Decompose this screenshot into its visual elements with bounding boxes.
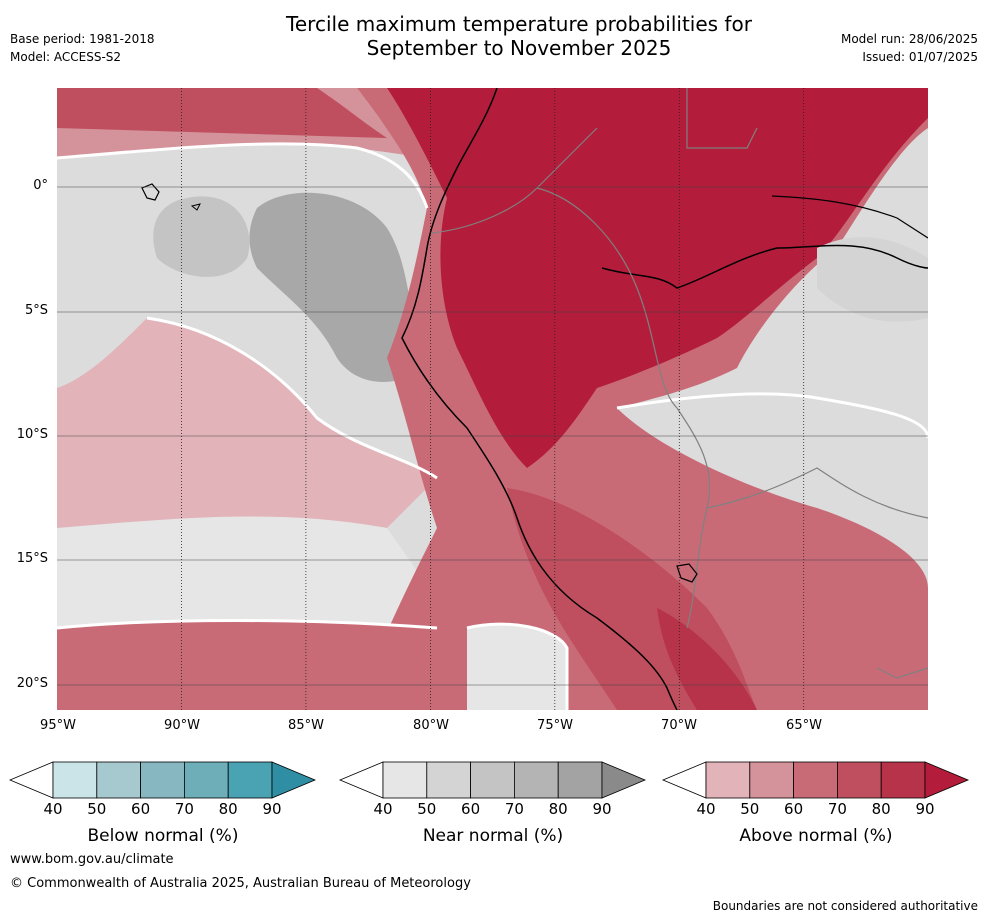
galapagos-islands [141,183,160,201]
below-normal-title: Below normal (%) [87,826,239,846]
near-normal-tick-60: 60 [461,800,481,818]
issued-label: Issued: 01/07/2025 [862,50,978,64]
above-normal-segment-4 [837,761,882,799]
tercile-boundary-1 [146,316,438,480]
above-normal-title: Above normal (%) [739,826,893,846]
model-label: Model: ACCESS-S2 [10,50,122,64]
lon-label-70w: 70°W [661,718,697,733]
below-normal-segment-5 [227,761,273,799]
copyright-notice: © Commonwealth of Australia 2025, Austra… [10,876,471,891]
lon-label-75w: 75°W [537,718,573,733]
northern-river [771,195,928,239]
above-normal-ocean-band [57,318,437,528]
lat-label-0: 0° [33,178,48,193]
website-link[interactable]: www.bom.gov.au/climate [10,852,174,867]
colorbar-above-normal [661,761,970,799]
border-south [876,667,928,679]
below-normal-extend-low [8,761,54,799]
near-normal-segment-5 [557,761,603,799]
above-normal-segment-5 [880,761,926,799]
near-normal-mid-patch [153,196,250,277]
above-normal-tick-40: 40 [696,800,716,818]
below-normal-tick-60: 60 [131,800,151,818]
below-normal-tick-90: 90 [262,800,282,818]
below-normal-segment-3 [140,761,185,799]
title-line-1: Tercile maximum temperature probabilitie… [286,12,752,36]
border-peru-bolivia [676,407,711,629]
tercile-boundary-5 [466,622,569,710]
base-period-label: Base period: 1981-2018 [10,32,155,46]
lon-label-95w: 95°W [40,718,76,733]
lon-label-85w: 85°W [288,718,324,733]
colorbar-below-normal [8,761,317,799]
colorbar-near-normal [338,761,647,799]
lon-label-90w: 90°W [164,718,200,733]
map-title: Tercile maximum temperature probabilitie… [200,12,838,60]
below-normal-tick-80: 80 [218,800,238,818]
near-normal-tick-90: 90 [592,800,612,818]
above-normal-extend-low [661,761,707,799]
tercile-boundary-3 [57,619,438,630]
near-normal-coastal-patch [467,624,567,710]
lat-label-5s: 5°S [24,303,48,318]
near-normal-tick-40: 40 [373,800,393,818]
lat-label-10s: 10°S [16,427,48,442]
near-normal-segment-3 [470,761,515,799]
lat-label-15s: 15°S [16,551,48,566]
parallels [57,186,928,686]
border-colombia [686,88,758,149]
near-normal-tick-70: 70 [504,800,524,818]
probability-map [57,88,928,710]
below-normal-segment-1 [52,761,98,799]
below-normal-tick-50: 50 [87,800,107,818]
above-normal-north-core [57,88,387,138]
near-normal-high-patch [249,192,427,382]
lake-titicaca [676,563,698,583]
near-normal-segment-1 [382,761,428,799]
model-run-label: Model run: 28/06/2025 [840,32,978,46]
above-normal-extend-high [924,761,970,799]
colorbars [8,761,970,799]
near-normal-tick-50: 50 [417,800,437,818]
below-normal-tick-40: 40 [43,800,63,818]
below-normal-segment-2 [96,761,142,799]
near-normal-extend-high [601,761,647,799]
above-normal-segment-1 [705,761,751,799]
near-normal-extend-low [338,761,384,799]
below-normal-tick-70: 70 [174,800,194,818]
above-normal-tick-80: 80 [871,800,891,818]
border-peru-brazil [536,187,678,409]
above-normal-south-band [57,620,457,710]
near-normal-title: Near normal (%) [422,826,564,846]
above-normal-tick-90: 90 [915,800,935,818]
lon-label-65w: 65°W [786,718,822,733]
near-normal-segment-4 [514,761,559,799]
near-normal-amazon-patch [817,237,928,322]
above-normal-segment-2 [749,761,794,799]
coastline [401,88,678,710]
below-normal-extend-high [271,761,317,799]
above-normal-tick-70: 70 [827,800,847,818]
near-normal-segment-2 [426,761,471,799]
galapagos-islet [190,203,201,211]
amazon-river [601,244,928,289]
title-line-2: September to November 2025 [366,36,672,60]
above-normal-tick-50: 50 [740,800,760,818]
boundary-disclaimer: Boundaries are not considered authoritat… [712,899,978,913]
above-normal-altiplano [657,608,757,710]
lat-label-20s: 20°S [16,676,48,691]
above-normal-tick-60: 60 [784,800,804,818]
near-normal-tick-80: 80 [548,800,568,818]
border-bolivia-brazil [706,467,928,519]
above-normal-segment-3 [793,761,838,799]
below-normal-segment-4 [183,761,229,799]
border-ecuador-peru [431,127,598,234]
lon-label-80w: 80°W [413,718,449,733]
tercile-boundary-2 [57,142,429,209]
